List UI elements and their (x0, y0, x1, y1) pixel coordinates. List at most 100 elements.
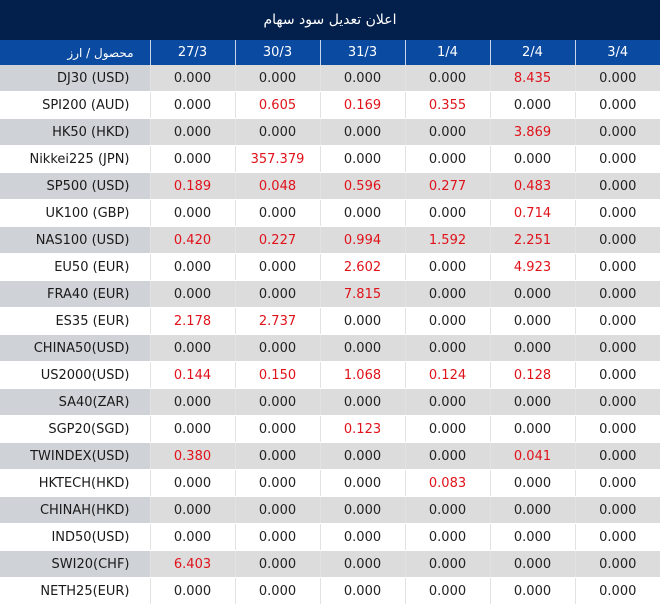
dividend-value: 0.000 (489, 577, 575, 605)
dividend-value: 0.000 (404, 496, 490, 524)
dividend-value: 0.000 (574, 91, 660, 119)
dividend-value: 0.000 (489, 415, 575, 443)
dividend-value: 0.000 (149, 253, 235, 281)
dividend-value: 0.000 (404, 577, 490, 605)
table-row: HK50 (HKD) 0.000 0.000 0.000 0.000 3.869 0.000 (0, 118, 660, 146)
dividend-value: 0.420 (149, 226, 235, 254)
dividend-value: 0.000 (574, 415, 660, 443)
dividend-value: 0.000 (489, 496, 575, 524)
dividend-value: 0.000 (574, 334, 660, 362)
dividend-value: 1.068 (319, 361, 405, 389)
column-header-date: 1/4 (404, 40, 490, 65)
product-name: IND50(USD) (0, 523, 150, 551)
dividend-value: 0.000 (319, 550, 405, 578)
dividend-value: 0.128 (489, 361, 575, 389)
product-name: DJ30 (USD) (0, 65, 150, 92)
dividend-value: 0.000 (574, 65, 660, 92)
dividend-value: 0.000 (404, 523, 490, 551)
dividend-value: 0.000 (234, 496, 320, 524)
dividend-value: 0.000 (489, 280, 575, 308)
dividend-value: 0.000 (574, 145, 660, 173)
dividend-value: 0.000 (489, 523, 575, 551)
dividend-value: 0.144 (149, 361, 235, 389)
dividend-value: 0.000 (489, 550, 575, 578)
table-row: NETH25(EUR) 0.000 0.000 0.000 0.000 0.000 0.00… (0, 577, 660, 605)
dividend-value: 3.869 (489, 118, 575, 146)
dividend-value: 0.000 (489, 334, 575, 362)
dividend-value: 0.169 (319, 91, 405, 119)
dividend-value: 0.000 (234, 523, 320, 551)
dividend-value: 0.000 (574, 442, 660, 470)
table-row: CHINAH(HKD) 0.000 0.000 0.000 0.000 0.000 0.00… (0, 496, 660, 524)
dividend-value: 0.000 (149, 415, 235, 443)
dividend-value: 0.000 (489, 145, 575, 173)
dividend-value: 0.000 (149, 280, 235, 308)
table-row: UK100 (GBP) 0.000 0.000 0.000 0.000 0.714 0.00… (0, 199, 660, 227)
dividend-value: 0.000 (404, 253, 490, 281)
product-name: CHINAH(HKD) (0, 496, 150, 524)
product-name: TWINDEX(USD) (0, 442, 150, 470)
dividend-value: 0.000 (404, 388, 490, 416)
dividend-value: 0.000 (574, 199, 660, 227)
dividend-value: 0.000 (574, 388, 660, 416)
dividend-value: 0.000 (489, 307, 575, 335)
dividend-value: 0.000 (149, 334, 235, 362)
dividend-value: 0.000 (489, 91, 575, 119)
table-row: CHINA50(USD) 0.000 0.000 0.000 0.000 0.000 0.0… (0, 334, 660, 362)
table-row: SA40(ZAR) 0.000 0.000 0.000 0.000 0.000 0.000 (0, 388, 660, 416)
dividend-value: 0.596 (319, 172, 405, 200)
product-name: EU50 (EUR) (0, 253, 150, 281)
dividend-value: 0.000 (234, 199, 320, 227)
dividend-value: 0.000 (319, 145, 405, 173)
product-name: SWI20(CHF) (0, 550, 150, 578)
table-row: ES35 (EUR) 2.178 2.737 0.000 0.000 0.000 0.000 (0, 307, 660, 335)
dividend-value: 0.000 (234, 334, 320, 362)
dividend-value: 7.815 (319, 280, 405, 308)
dividend-value: 0.714 (489, 199, 575, 227)
dividend-value: 0.000 (149, 91, 235, 119)
product-name: SPI200 (AUD) (0, 91, 150, 119)
dividend-value: 0.000 (149, 496, 235, 524)
table-row: SGP20(SGD) 0.000 0.000 0.123 0.000 0.000 0.000 (0, 415, 660, 443)
dividend-table: محصول / ارز 27/3 30/3 31/3 1/4 2/4 3/4 D… (0, 40, 660, 605)
dividend-value: 0.000 (574, 307, 660, 335)
dividend-value: 0.000 (234, 280, 320, 308)
dividend-value: 2.602 (319, 253, 405, 281)
dividend-value: 0.189 (149, 172, 235, 200)
product-name: SGP20(SGD) (0, 415, 150, 443)
dividend-value: 0.000 (149, 145, 235, 173)
dividend-value: 0.000 (404, 550, 490, 578)
dividend-value: 0.483 (489, 172, 575, 200)
dividend-value: 0.000 (319, 469, 405, 497)
dividend-value: 0.000 (234, 388, 320, 416)
dividend-value: 0.000 (574, 577, 660, 605)
dividend-value: 0.000 (574, 469, 660, 497)
dividend-value: 1.592 (404, 226, 490, 254)
dividend-value: 2.251 (489, 226, 575, 254)
dividend-value: 0.000 (404, 118, 490, 146)
product-name: SP500 (USD) (0, 172, 150, 200)
dividend-value: 0.000 (404, 199, 490, 227)
product-name: UK100 (GBP) (0, 199, 150, 227)
product-name: NETH25(EUR) (0, 577, 150, 605)
dividend-value: 6.403 (149, 550, 235, 578)
dividend-value: 0.000 (234, 118, 320, 146)
dividend-value: 2.178 (149, 307, 235, 335)
dividend-value: 0.124 (404, 361, 490, 389)
dividend-value: 0.000 (574, 280, 660, 308)
column-header-date: 30/3 (234, 40, 320, 65)
dividend-value: 0.000 (319, 199, 405, 227)
dividend-value: 0.000 (574, 550, 660, 578)
dividend-value: 0.000 (234, 577, 320, 605)
dividend-value: 0.000 (574, 253, 660, 281)
dividend-value: 8.435 (489, 65, 575, 92)
dividend-value: 0.000 (574, 172, 660, 200)
dividend-value: 0.000 (404, 280, 490, 308)
dividend-value: 0.000 (234, 469, 320, 497)
dividend-value: 357.379 (234, 145, 320, 173)
column-header-date: 3/4 (574, 40, 660, 65)
product-name: NAS100 (USD) (0, 226, 150, 254)
dividend-value: 0.355 (404, 91, 490, 119)
table-row: SWI20(CHF) 6.403 0.000 0.000 0.000 0.000 0.000 (0, 550, 660, 578)
